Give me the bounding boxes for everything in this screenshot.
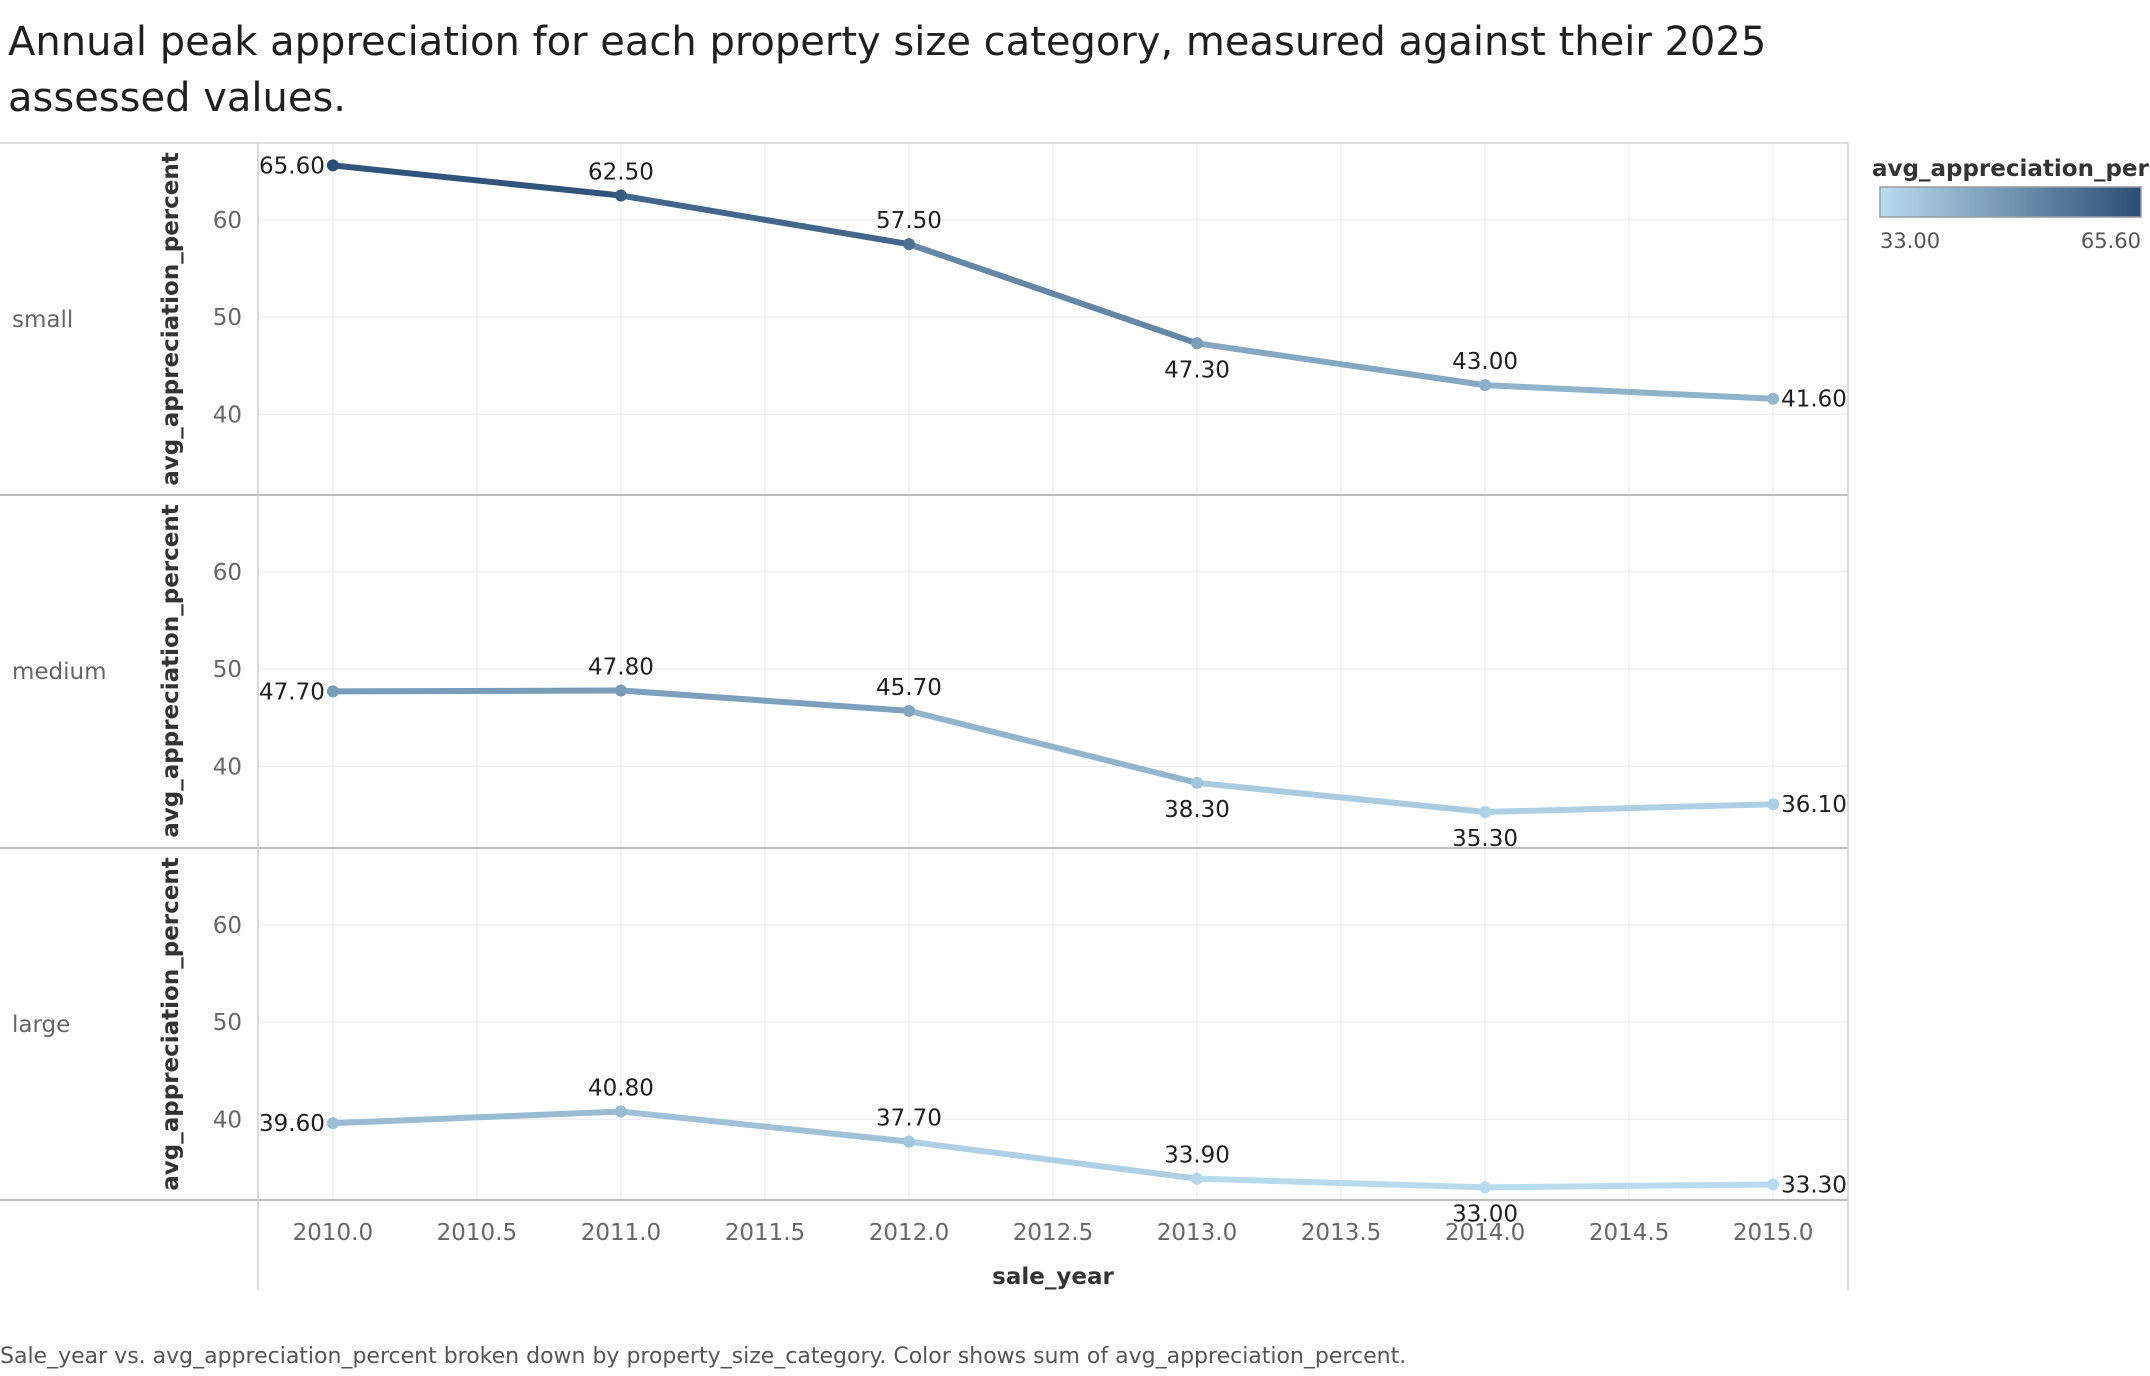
series-line-segment xyxy=(1194,340,1489,389)
y-tick-label: 60 xyxy=(213,913,242,939)
y-axis-title: avg_appreciation_percent xyxy=(158,504,184,837)
y-tick-label: 50 xyxy=(213,1010,242,1036)
chart-title: Annual peak appreciation for each proper… xyxy=(8,19,1767,121)
series-line-segment xyxy=(1482,1181,1777,1191)
x-tick-label: 2015.0 xyxy=(1733,1220,1813,1246)
data-point[interactable] xyxy=(1479,1181,1492,1194)
data-label: 43.00 xyxy=(1452,349,1518,375)
data-label: 45.70 xyxy=(876,675,942,701)
data-point[interactable] xyxy=(326,685,339,698)
data-point[interactable] xyxy=(1479,379,1492,392)
series-line-segment xyxy=(617,192,912,248)
data-label: 35.30 xyxy=(1452,826,1518,852)
data-point[interactable] xyxy=(902,704,915,717)
data-label: 37.70 xyxy=(876,1106,942,1132)
y-tick-label: 40 xyxy=(213,754,242,780)
panel-frames xyxy=(0,142,1849,1290)
y-tick-label: 60 xyxy=(213,560,242,586)
data-point[interactable] xyxy=(614,684,627,697)
row-label-medium: medium xyxy=(12,659,107,685)
data-label: 33.30 xyxy=(1781,1172,1847,1198)
chart-caption: Sale_year vs. avg_appreciation_percent b… xyxy=(0,1344,1407,1369)
legend-max-label: 65.60 xyxy=(2081,229,2141,253)
series-medium: 47.70 47.80 45.70 38.30 35.30 36.10 xyxy=(259,654,1847,852)
data-point[interactable] xyxy=(1479,805,1492,818)
data-label: 47.70 xyxy=(259,679,325,705)
series-large: 39.60 40.80 37.70 33.90 33.00 33.30 xyxy=(259,1076,1847,1228)
data-label: 40.80 xyxy=(588,1076,654,1102)
series-line-segment xyxy=(1194,779,1489,815)
data-point[interactable] xyxy=(1191,776,1204,789)
series: 65.60 62.50 57.50 47.30 43.00 41.60 47.70 47.80… xyxy=(259,153,1847,1227)
data-point[interactable] xyxy=(614,189,627,202)
data-point[interactable] xyxy=(1191,1172,1204,1185)
row-label-small: small xyxy=(12,307,73,333)
gridlines xyxy=(258,143,1848,1200)
x-tick-label: 2010.0 xyxy=(293,1220,373,1246)
data-label: 62.50 xyxy=(588,160,654,186)
color-legend: avg_appreciation_perc.. 33.00 65.60 xyxy=(1872,156,2150,253)
data-point[interactable] xyxy=(902,238,915,251)
x-tick-label: 2011.0 xyxy=(581,1220,661,1246)
y-tick-label: 60 xyxy=(213,208,242,234)
x-tick-label: 2013.5 xyxy=(1301,1220,1381,1246)
series-line-segment xyxy=(905,707,1201,786)
series-line-segment xyxy=(329,1108,624,1127)
series-small: 65.60 62.50 57.50 47.30 43.00 41.60 xyxy=(259,153,1847,412)
data-label: 33.90 xyxy=(1164,1143,1230,1169)
series-line-segment xyxy=(905,1138,1201,1182)
data-label: 47.30 xyxy=(1164,357,1230,383)
data-point[interactable] xyxy=(1767,1178,1780,1191)
x-tick-label: 2014.0 xyxy=(1445,1220,1525,1246)
x-tick-label: 2012.0 xyxy=(869,1220,949,1246)
data-label: 65.60 xyxy=(259,153,325,179)
y-tick-label: 50 xyxy=(213,657,242,683)
x-tick-label: 2012.5 xyxy=(1013,1220,1093,1246)
data-point[interactable] xyxy=(1767,392,1780,405)
data-label: 57.50 xyxy=(876,208,942,234)
series-line-segment xyxy=(617,1108,912,1145)
series-line-segment xyxy=(329,687,624,695)
y-axis-title: avg_appreciation_percent xyxy=(158,152,184,485)
legend-color-ramp xyxy=(1879,186,2142,218)
y-tick-label: 40 xyxy=(213,1107,242,1133)
data-label: 38.30 xyxy=(1164,797,1230,823)
x-axis-title: sale_year xyxy=(992,1264,1114,1290)
legend-title: avg_appreciation_perc.. xyxy=(1872,156,2150,182)
data-point[interactable] xyxy=(326,1117,339,1130)
x-tick-label: 2011.5 xyxy=(725,1220,805,1246)
data-point[interactable] xyxy=(1191,337,1204,350)
data-point[interactable] xyxy=(326,159,339,172)
series-line-segment xyxy=(905,241,1201,347)
data-label: 39.60 xyxy=(259,1111,325,1137)
series-line-segment xyxy=(617,687,912,714)
x-tick-label: 2010.5 xyxy=(437,1220,517,1246)
y-tick-label: 50 xyxy=(213,305,242,331)
y-tick-label: 40 xyxy=(213,402,242,428)
data-label: 41.60 xyxy=(1781,387,1847,413)
axes: 2010.0 2010.5 2011.0 2011.5 2012.0 2012.5 2013… xyxy=(12,152,1813,1290)
series-line-segment xyxy=(1194,1175,1489,1191)
series-line-segment xyxy=(1482,382,1777,402)
data-point[interactable] xyxy=(614,1105,627,1118)
x-tick-label: 2013.0 xyxy=(1157,1220,1237,1246)
series-line-segment xyxy=(329,162,624,199)
row-label-large: large xyxy=(12,1012,70,1038)
data-point[interactable] xyxy=(902,1135,915,1148)
data-label: 33.00 xyxy=(1452,1201,1518,1227)
y-axis-title: avg_appreciation_percent xyxy=(158,857,184,1190)
data-point[interactable] xyxy=(1767,798,1780,811)
series-line-segment xyxy=(1482,801,1777,815)
data-label: 47.80 xyxy=(588,654,654,680)
legend-min-label: 33.00 xyxy=(1880,229,1940,253)
x-tick-label: 2014.5 xyxy=(1589,1220,1669,1246)
data-label: 36.10 xyxy=(1781,792,1847,818)
